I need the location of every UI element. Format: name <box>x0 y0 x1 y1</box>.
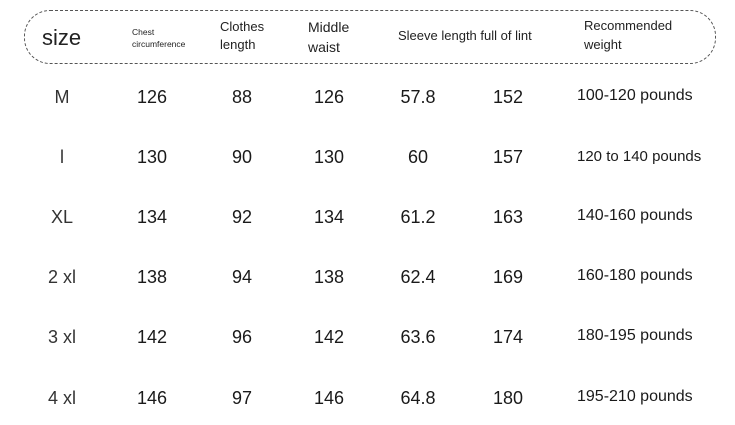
cell-recommended-weight: 140-160 pounds <box>577 207 693 224</box>
cell-unlabeled-value: 180 <box>492 388 524 408</box>
header-clothes-length: Clothes length <box>220 18 290 53</box>
table-row: 2 xl 138 94 138 62.4 169 160-180 pounds <box>0 267 735 297</box>
cell-size: 4 xl <box>47 388 77 408</box>
cell-recommended-weight: 195-210 pounds <box>577 388 693 405</box>
cell-recommended-weight: 160-180 pounds <box>577 267 693 284</box>
table-row: XL 134 92 134 61.2 163 140-160 pounds <box>0 207 735 237</box>
header-weight-line2: weight <box>584 36 622 52</box>
cell-sleeve-length: 63.6 <box>400 327 436 347</box>
cell-sleeve-length: 61.2 <box>400 207 436 227</box>
header-clothes-line2: length <box>220 36 256 52</box>
cell-recommended-weight: 100-120 pounds <box>577 87 693 104</box>
cell-middle-waist: 138 <box>313 267 345 287</box>
cell-recommended-weight: 180-195 pounds <box>577 327 693 344</box>
header-middle-waist: Middle waist <box>308 18 378 57</box>
cell-clothes-length: 90 <box>231 147 253 167</box>
cell-middle-waist: 134 <box>313 207 345 227</box>
cell-chest: 142 <box>136 327 168 347</box>
cell-size: 3 xl <box>47 327 77 347</box>
header-chest-line1: Chest <box>132 27 155 37</box>
cell-size: 2 xl <box>47 267 77 287</box>
cell-middle-waist: 146 <box>313 388 345 408</box>
header-chest-circumference: Chest circumference <box>132 26 185 51</box>
header-clothes-line1: Clothes <box>220 19 265 34</box>
cell-size: l <box>60 147 64 167</box>
cell-chest: 134 <box>136 207 168 227</box>
cell-clothes-length: 96 <box>231 327 253 347</box>
cell-middle-waist: 126 <box>313 87 345 107</box>
cell-sleeve-length: 62.4 <box>400 267 436 287</box>
table-row: 3 xl 142 96 142 63.6 174 180-195 pounds <box>0 327 735 357</box>
cell-unlabeled-value: 152 <box>492 87 524 107</box>
table-row: 4 xl 146 97 146 64.8 180 195-210 pounds <box>0 388 735 418</box>
cell-sleeve-length: 57.8 <box>400 87 436 107</box>
cell-sleeve-length: 64.8 <box>400 388 436 408</box>
cell-size: XL <box>50 207 74 227</box>
cell-recommended-weight: 120 to 140 pounds <box>577 148 702 165</box>
table-row: l 130 90 130 60 157 120 to 140 pounds <box>0 147 735 177</box>
cell-clothes-length: 92 <box>231 207 253 227</box>
header-recommended-weight: Recommended weight <box>584 17 694 55</box>
cell-unlabeled-value: 163 <box>492 207 524 227</box>
header-size: size <box>42 25 82 50</box>
cell-unlabeled-value: 157 <box>492 147 524 167</box>
cell-clothes-length: 88 <box>231 87 253 107</box>
cell-clothes-length: 94 <box>231 267 253 287</box>
cell-sleeve-length: 60 <box>407 147 429 167</box>
cell-chest: 138 <box>136 267 168 287</box>
header-middle-line2: waist <box>308 38 340 55</box>
table-row: M 126 88 126 57.8 152 100-120 pounds <box>0 87 735 117</box>
header-weight-line1: Recommended <box>584 18 673 33</box>
cell-chest: 130 <box>136 147 168 167</box>
cell-chest: 146 <box>136 388 168 408</box>
cell-unlabeled-value: 174 <box>492 327 524 347</box>
table-header-frame <box>24 10 716 64</box>
cell-size: M <box>54 87 70 107</box>
header-middle-line1: Middle <box>308 19 350 35</box>
cell-middle-waist: 130 <box>313 147 345 167</box>
cell-middle-waist: 142 <box>313 327 345 347</box>
cell-clothes-length: 97 <box>231 388 253 408</box>
header-sleeve-length: Sleeve length full of lint <box>398 28 532 43</box>
cell-chest: 126 <box>136 87 168 107</box>
cell-unlabeled-value: 169 <box>492 267 524 287</box>
header-chest-line2: circumference <box>132 39 186 50</box>
